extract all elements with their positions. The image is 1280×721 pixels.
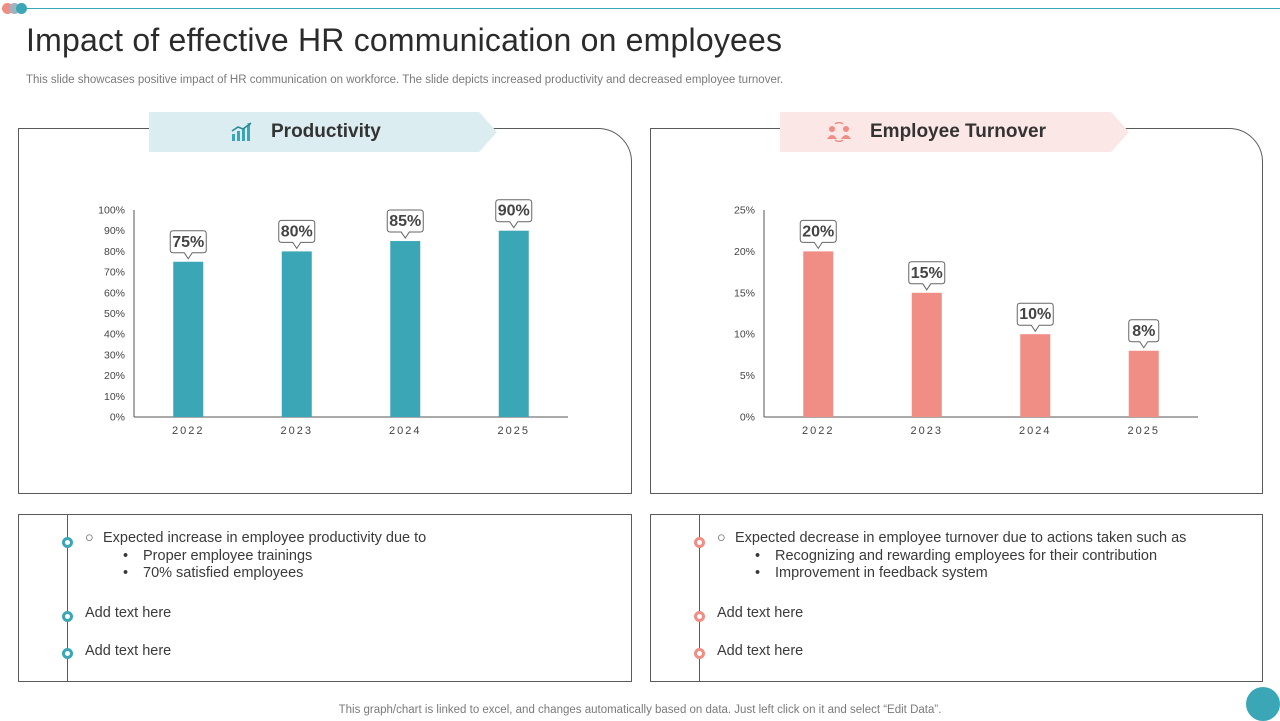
productivity-panel — [18, 128, 632, 494]
x-tick-label: 2023 — [911, 425, 943, 437]
note-sub-item: • Recognizing and rewarding employees for… — [755, 548, 1158, 564]
data-label-text: 75% — [172, 234, 204, 251]
note-placeholder[interactable]: Add text here — [85, 643, 172, 659]
data-label: 20% — [799, 219, 837, 250]
y-tick-label: 30% — [104, 349, 125, 361]
top-rule — [22, 8, 1280, 9]
productivity-chart[interactable]: 0% 10% 20% 30% 40% 50% 60% 70% 80% 90% 100% 2022 75%… — [90, 199, 590, 450]
data-label-text: 85% — [389, 213, 421, 230]
x-tick-label: 2022 — [802, 425, 834, 437]
bar — [390, 241, 421, 417]
y-tick-label: 10% — [734, 329, 755, 341]
data-label: 80% — [278, 219, 316, 250]
data-label-bubble — [908, 261, 946, 291]
timeline-dot — [62, 611, 73, 622]
data-label: 85% — [386, 209, 424, 239]
chart-svg: 0% 5% 10% 15% 20% 25% 2022 20% 2023 15% 2024 10% 202… — [734, 205, 1198, 437]
bar — [498, 230, 529, 417]
x-tick-label: 2024 — [389, 425, 421, 437]
productivity-heading: Productivity — [271, 121, 381, 142]
data-label-text: 8% — [1132, 323, 1155, 340]
circle-bullet-icon: ○ — [717, 530, 726, 546]
y-tick-label: 90% — [104, 225, 125, 237]
y-tick-label: 25% — [734, 205, 755, 217]
y-tick-label: 20% — [104, 370, 125, 382]
note-main: ○ Expected decrease in employee turnover … — [717, 530, 1187, 546]
y-tick-label: 20% — [734, 246, 755, 258]
turnover-panel — [650, 128, 1263, 494]
page-subtitle: This slide showcases positive impact of … — [26, 74, 784, 86]
data-label-bubble — [799, 219, 837, 250]
data-label-bubble — [495, 199, 533, 229]
timeline-dot — [62, 648, 73, 659]
y-tick-label: 0% — [110, 412, 125, 424]
note-placeholder[interactable]: Add text here — [717, 643, 804, 659]
x-tick-label: 2022 — [172, 425, 204, 437]
data-label: 90% — [495, 199, 533, 229]
page-title: Impact of effective HR communication on … — [26, 22, 783, 58]
data-label: 8% — [1128, 319, 1160, 349]
timeline-dot — [694, 611, 705, 622]
x-tick-label: 2023 — [281, 425, 313, 437]
y-tick-label: 40% — [104, 329, 125, 341]
productivity-header: Productivity — [149, 112, 497, 152]
turnover-heading: Employee Turnover — [870, 121, 1046, 142]
chart-svg: 0% 10% 20% 30% 40% 50% 60% 70% 80% 90% 100% 2022 75%… — [98, 199, 568, 437]
data-label-text: 15% — [911, 265, 943, 282]
timeline-line — [67, 515, 68, 681]
note-sub-item: • Improvement in feedback system — [755, 565, 988, 581]
data-label-text: 90% — [498, 203, 530, 220]
turnover-chart[interactable]: 0% 5% 10% 15% 20% 25% 2022 20% 2023 15% 2024 10% 202… — [720, 200, 1220, 450]
y-tick-label: 10% — [104, 391, 125, 403]
y-tick-label: 5% — [740, 370, 755, 382]
note-placeholder[interactable]: Add text here — [717, 605, 804, 621]
data-label: 10% — [1016, 302, 1054, 333]
x-tick-label: 2024 — [1019, 425, 1051, 437]
turnover-notes-panel: ○ Expected decrease in employee turnover … — [650, 514, 1263, 682]
data-label-bubble — [1016, 302, 1054, 333]
bar — [1128, 350, 1159, 417]
productivity-notes-panel: ○ Expected increase in employee productiv… — [18, 514, 632, 682]
bar — [1020, 334, 1051, 417]
timeline-line — [699, 515, 700, 681]
data-label-text: 20% — [802, 223, 834, 240]
bar — [281, 251, 312, 417]
people-exchange-icon — [826, 122, 852, 142]
x-tick-label: 2025 — [1128, 425, 1160, 437]
bar — [911, 292, 942, 417]
y-tick-label: 0% — [740, 412, 755, 424]
data-label: 75% — [169, 230, 207, 260]
data-label-text: 80% — [281, 223, 313, 240]
top-decoration-dots — [2, 3, 30, 15]
data-label: 15% — [908, 261, 946, 291]
circle-bullet-icon: ○ — [85, 530, 94, 546]
x-tick-label: 2025 — [498, 425, 530, 437]
y-tick-label: 70% — [104, 267, 125, 279]
y-tick-label: 50% — [104, 308, 125, 320]
note-sub-item: • 70% satisfied employees — [123, 565, 304, 581]
note-main: ○ Expected increase in employee productiv… — [85, 530, 427, 546]
timeline-dot — [62, 537, 73, 548]
data-label-bubble — [169, 230, 207, 260]
note-placeholder[interactable]: Add text here — [85, 605, 172, 621]
data-label-bubble — [1128, 319, 1160, 349]
turnover-header: Employee Turnover — [780, 112, 1129, 152]
bar — [173, 261, 204, 417]
y-tick-label: 100% — [98, 205, 125, 217]
timeline-dot — [694, 648, 705, 659]
y-tick-label: 80% — [104, 246, 125, 258]
corner-decoration — [1246, 687, 1280, 721]
note-sub-item: • Proper employee trainings — [123, 548, 313, 564]
data-label-bubble — [278, 219, 316, 250]
productivity-chart-icon — [231, 122, 253, 142]
y-tick-label: 15% — [734, 287, 755, 299]
timeline-dot — [694, 537, 705, 548]
data-label-text: 10% — [1019, 306, 1051, 323]
y-tick-label: 60% — [104, 287, 125, 299]
data-label-bubble — [386, 209, 424, 239]
footer-note: This graph/chart is linked to excel, and… — [338, 704, 942, 716]
bar — [803, 251, 834, 417]
